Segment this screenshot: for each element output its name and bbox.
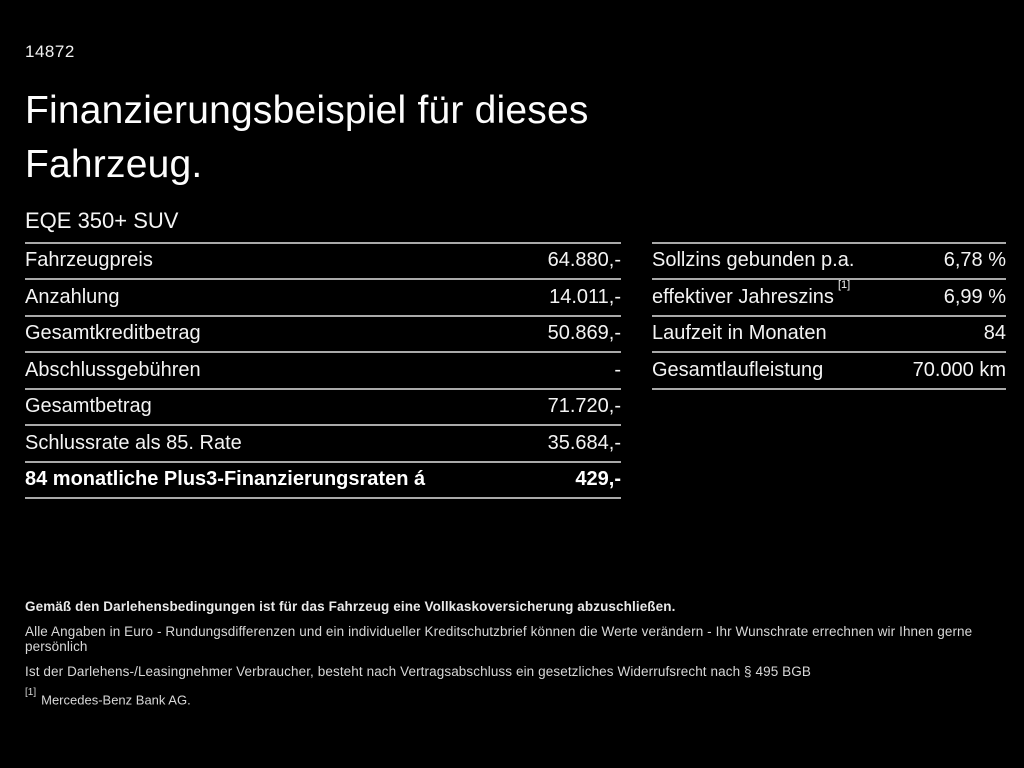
row-value: 70.000 km bbox=[912, 358, 1006, 381]
page-title-line-1: Finanzierungsbeispiel für dieses bbox=[25, 89, 589, 132]
table-row-gesamtbetrag: Gesamtbetrag 71.720,- bbox=[25, 387, 621, 425]
table-row-monatsrate: 84 monatliche Plus3-Finanzierungsraten á… bbox=[25, 460, 621, 498]
row-label: 84 monatliche Plus3-Finanzierungsraten á bbox=[25, 468, 426, 491]
row-value: 429,- bbox=[575, 468, 621, 491]
conditions-table: Sollzins gebunden p.a. 6,78 % effektiver… bbox=[652, 241, 1006, 390]
row-label: Gesamtkreditbetrag bbox=[25, 322, 201, 345]
table-row-laufzeit: Laufzeit in Monaten 84 bbox=[652, 314, 1006, 352]
table-row-fahrzeugpreis: Fahrzeugpreis 64.880,- bbox=[25, 241, 621, 279]
table-row-gesamtlaufleistung: Gesamtlaufleistung 70.000 km bbox=[652, 351, 1006, 388]
page-title-line-2: Fahrzeug. bbox=[25, 142, 203, 186]
finance-table: Fahrzeugpreis 64.880,- Anzahlung 14.011,… bbox=[25, 241, 621, 500]
row-label: Laufzeit in Monaten bbox=[652, 322, 827, 345]
table-row-effektiver-jahreszins: effektiver Jahreszins[1] 6,99 % bbox=[652, 278, 1006, 315]
row-value: 6,99 % bbox=[943, 285, 1006, 308]
table-row-abschlussgebuehren: Abschlussgebühren - bbox=[25, 351, 621, 388]
row-value: 35.684,- bbox=[547, 431, 621, 454]
footnote-disclaimer-values: Alle Angaben in Euro - Rundungsdifferenz… bbox=[25, 624, 973, 655]
row-label: Abschlussgebühren bbox=[25, 358, 201, 381]
row-label: Gesamtbetrag bbox=[25, 395, 152, 418]
row-value: 71.720,- bbox=[547, 395, 621, 418]
model-name: EQE 350+ SUV bbox=[25, 207, 179, 233]
finance-example-sheet: 14872 Finanzierungsbeispiel für dieses F… bbox=[25, 42, 1006, 707]
page-title: Finanzierungsbeispiel für dieses Fahrzeu… bbox=[25, 84, 1006, 192]
footnote-disclaimer-withdrawal: Ist der Darlehens-/Leasingnehmer Verbrau… bbox=[25, 664, 811, 680]
table-row-anzahlung: Anzahlung 14.011,- bbox=[25, 278, 621, 315]
row-value: - bbox=[614, 358, 621, 381]
bank-name: Mercedes-Benz Bank AG. bbox=[41, 692, 191, 708]
table-row-schlussrate: Schlussrate als 85. Rate 35.684,- bbox=[25, 424, 621, 461]
row-label: Gesamtlaufleistung bbox=[652, 358, 824, 381]
footnote-insurance: Gemäß den Darlehensbedingungen ist für d… bbox=[25, 599, 676, 615]
finance-tables: Fahrzeugpreis 64.880,- Anzahlung 14.011,… bbox=[25, 241, 1006, 500]
row-value: 64.880,- bbox=[547, 249, 621, 272]
ref-number: 14872 bbox=[25, 42, 75, 61]
row-label: Fahrzeugpreis bbox=[25, 249, 153, 272]
row-value: 84 bbox=[983, 322, 1006, 345]
footnote-bank: [1] Mercedes-Benz Bank AG. bbox=[25, 687, 1006, 708]
footnote-marker: [1] bbox=[25, 687, 37, 699]
table-row-gesamtkreditbetrag: Gesamtkreditbetrag 50.869,- bbox=[25, 314, 621, 352]
row-value: 6,78 % bbox=[943, 249, 1006, 272]
footnote-marker: [1] bbox=[837, 279, 851, 292]
footnotes-section: Gemäß den Darlehensbedingungen ist für d… bbox=[25, 599, 1006, 707]
row-label: Sollzins gebunden p.a. bbox=[652, 249, 855, 272]
row-value: 14.011,- bbox=[549, 285, 621, 308]
row-label: Schlussrate als 85. Rate bbox=[25, 431, 242, 454]
row-value: 50.869,- bbox=[547, 322, 621, 345]
row-label: effektiver Jahreszins[1] bbox=[652, 279, 851, 308]
row-label: Anzahlung bbox=[25, 285, 120, 308]
table-row-sollzins: Sollzins gebunden p.a. 6,78 % bbox=[652, 241, 1006, 279]
